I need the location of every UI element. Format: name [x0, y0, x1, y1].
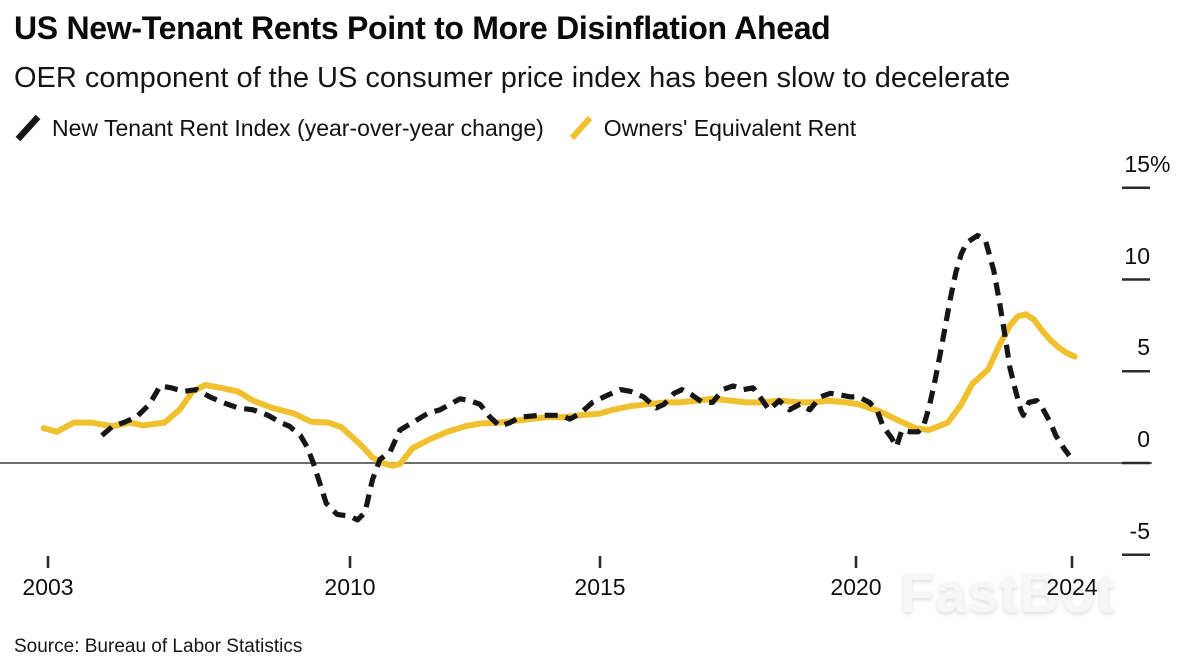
new-tenant-legend-slash-icon	[15, 114, 41, 142]
oer-line	[40, 311, 1078, 469]
legend-label-new-tenant: New Tenant Rent Index (year-over-year ch…	[52, 114, 544, 141]
chart-subtitle: OER component of the US consumer price i…	[14, 62, 1011, 94]
new-tenant-rent-line	[100, 232, 1072, 523]
legend-label-oer: Owners' Equivalent Rent	[603, 114, 857, 141]
legend-item-oer: Owners' Equivalent Rent	[568, 113, 856, 143]
watermark: FastBot	[900, 561, 1116, 624]
oer-legend-slash-icon	[569, 115, 593, 141]
legend: New Tenant Rent Index (year-over-year ch…	[14, 111, 856, 145]
source-note: Source: Bureau of Labor Statistics	[14, 636, 303, 657]
legend-item-new-tenant: New Tenant Rent Index (year-over-year ch…	[14, 113, 544, 143]
chart-title: US New-Tenant Rents Point to More Disinf…	[14, 10, 831, 46]
